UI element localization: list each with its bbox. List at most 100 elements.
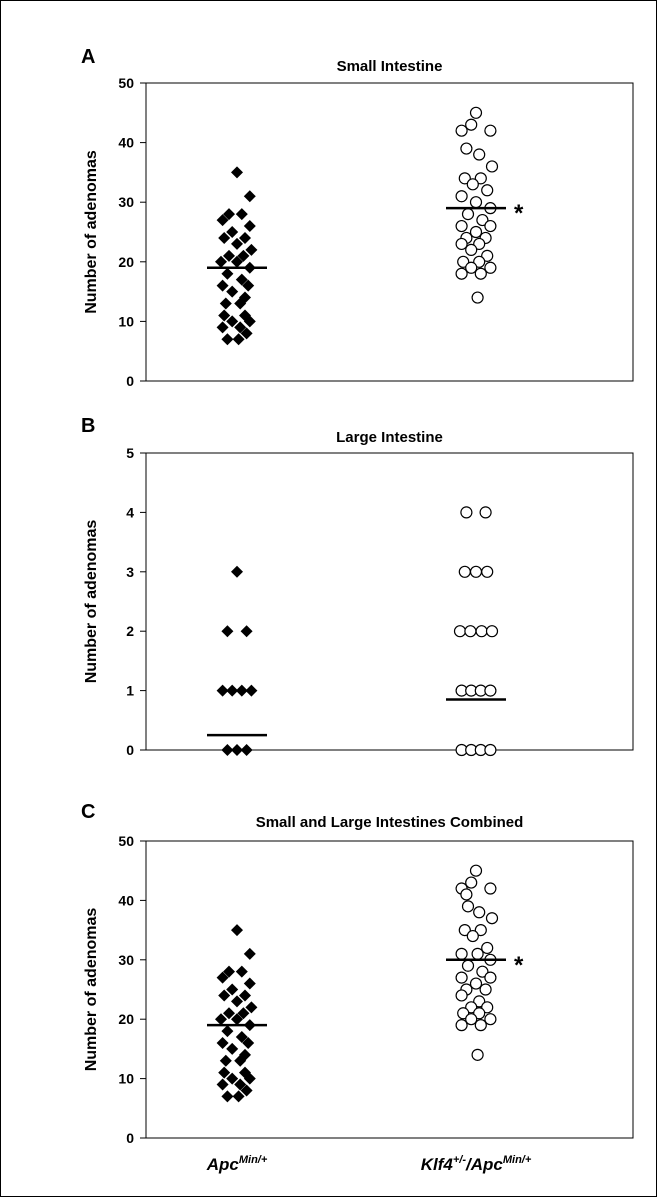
data-point-diamond xyxy=(245,243,258,256)
data-point-diamond xyxy=(223,965,235,978)
data-point-diamond xyxy=(240,744,253,756)
data-point-circle xyxy=(458,172,471,185)
data-point-circle xyxy=(474,172,487,185)
y-tick-label: 4 xyxy=(126,504,134,520)
data-point-circle xyxy=(479,983,492,996)
data-point-circle xyxy=(465,118,478,131)
data-point-circle xyxy=(481,565,494,578)
data-point-diamond xyxy=(245,1001,258,1014)
data-point-diamond xyxy=(235,208,248,221)
x-group-label: ApcMin/+ xyxy=(206,1154,268,1174)
data-point-diamond xyxy=(234,321,247,334)
data-point-circle xyxy=(471,1048,484,1061)
data-point-circle xyxy=(481,1001,494,1014)
y-tick-label: 50 xyxy=(118,75,134,91)
data-point-diamond xyxy=(221,625,234,638)
panel-letter: C xyxy=(81,801,95,823)
data-point-circle xyxy=(455,947,468,960)
data-point-diamond xyxy=(234,1054,247,1067)
data-point-diamond xyxy=(226,226,239,238)
data-point-diamond xyxy=(245,684,258,697)
data-point-diamond xyxy=(232,333,245,346)
data-point-circle xyxy=(461,208,475,221)
data-point-circle xyxy=(466,929,479,943)
data-point-circle xyxy=(484,882,497,895)
data-point-diamond xyxy=(216,214,229,227)
data-point-circle xyxy=(473,995,486,1008)
data-point-diamond xyxy=(216,1078,229,1091)
data-point-circle xyxy=(481,941,494,955)
data-point-circle xyxy=(460,506,473,519)
data-point-circle xyxy=(473,906,486,919)
data-point-circle xyxy=(485,912,499,925)
group-label-superscript: +/- xyxy=(453,1154,466,1166)
y-tick-label: 40 xyxy=(118,892,134,908)
data-point-diamond xyxy=(216,971,229,984)
data-point-circle xyxy=(455,971,468,984)
y-tick-label: 10 xyxy=(118,1071,134,1087)
data-point-diamond xyxy=(243,1072,256,1085)
data-point-circle xyxy=(465,261,478,274)
data-point-circle xyxy=(466,178,479,191)
data-point-diamond xyxy=(216,321,229,334)
data-point-circle xyxy=(469,565,483,578)
data-point-circle xyxy=(460,888,473,901)
data-point-diamond xyxy=(216,684,229,697)
data-point-diamond xyxy=(221,333,234,346)
y-tick-label: 30 xyxy=(118,194,134,210)
data-point-diamond xyxy=(215,1013,227,1026)
data-point-circle xyxy=(460,142,473,155)
data-point-diamond xyxy=(240,327,253,340)
data-point-diamond xyxy=(240,625,253,638)
data-point-diamond xyxy=(237,249,250,262)
data-point-circle xyxy=(481,249,494,262)
data-point-diamond xyxy=(234,297,247,310)
y-axis-title: Number of adenomas xyxy=(83,150,100,314)
data-point-circle xyxy=(485,625,499,638)
group-label-text: Apc xyxy=(206,1155,240,1174)
data-point-diamond xyxy=(231,166,243,179)
data-point-diamond xyxy=(226,1072,239,1085)
data-point-circle xyxy=(484,971,497,984)
data-point-diamond xyxy=(234,1078,247,1091)
panel-b: B Large Intestine 0 1 2 3 4 5 Number of adenomas xyxy=(81,415,634,758)
data-point-circle xyxy=(484,124,497,137)
data-point-circle xyxy=(461,959,475,972)
data-point-diamond xyxy=(226,983,239,996)
data-point-diamond xyxy=(242,1036,255,1049)
data-point-diamond xyxy=(231,744,243,756)
data-point-diamond xyxy=(235,684,248,697)
data-point-circle xyxy=(469,977,483,990)
data-point-circle xyxy=(455,190,468,203)
data-point-circle xyxy=(465,1001,478,1014)
data-point-circle xyxy=(484,1013,497,1026)
significance-marker: * xyxy=(514,952,524,979)
plot-frame xyxy=(145,840,634,1139)
data-point-diamond xyxy=(243,977,256,990)
y-axis-title: Number of adenomas xyxy=(83,520,100,684)
data-point-circle xyxy=(474,923,487,937)
data-point-circle xyxy=(461,900,475,913)
data-point-diamond xyxy=(231,995,243,1008)
data-point-circle xyxy=(473,237,486,251)
data-point-diamond xyxy=(242,279,255,292)
data-point-circle xyxy=(476,213,489,227)
data-point-circle xyxy=(485,160,499,173)
panel-title: Small Intestine xyxy=(337,58,443,75)
data-point-diamond xyxy=(237,1007,250,1020)
data-point-circle xyxy=(469,106,483,119)
data-point-diamond xyxy=(221,267,234,280)
data-point-diamond xyxy=(231,565,243,578)
data-point-diamond xyxy=(232,1090,245,1103)
data-point-diamond xyxy=(231,237,243,250)
data-point-circle xyxy=(476,965,489,978)
data-point-circle xyxy=(469,225,483,239)
data-point-diamond xyxy=(231,924,243,937)
data-point-circle xyxy=(465,876,478,889)
group-label-text: /Apc xyxy=(465,1155,503,1174)
data-point-diamond xyxy=(221,1025,234,1038)
data-point-diamond xyxy=(226,1042,239,1055)
data-point-diamond xyxy=(243,190,256,203)
